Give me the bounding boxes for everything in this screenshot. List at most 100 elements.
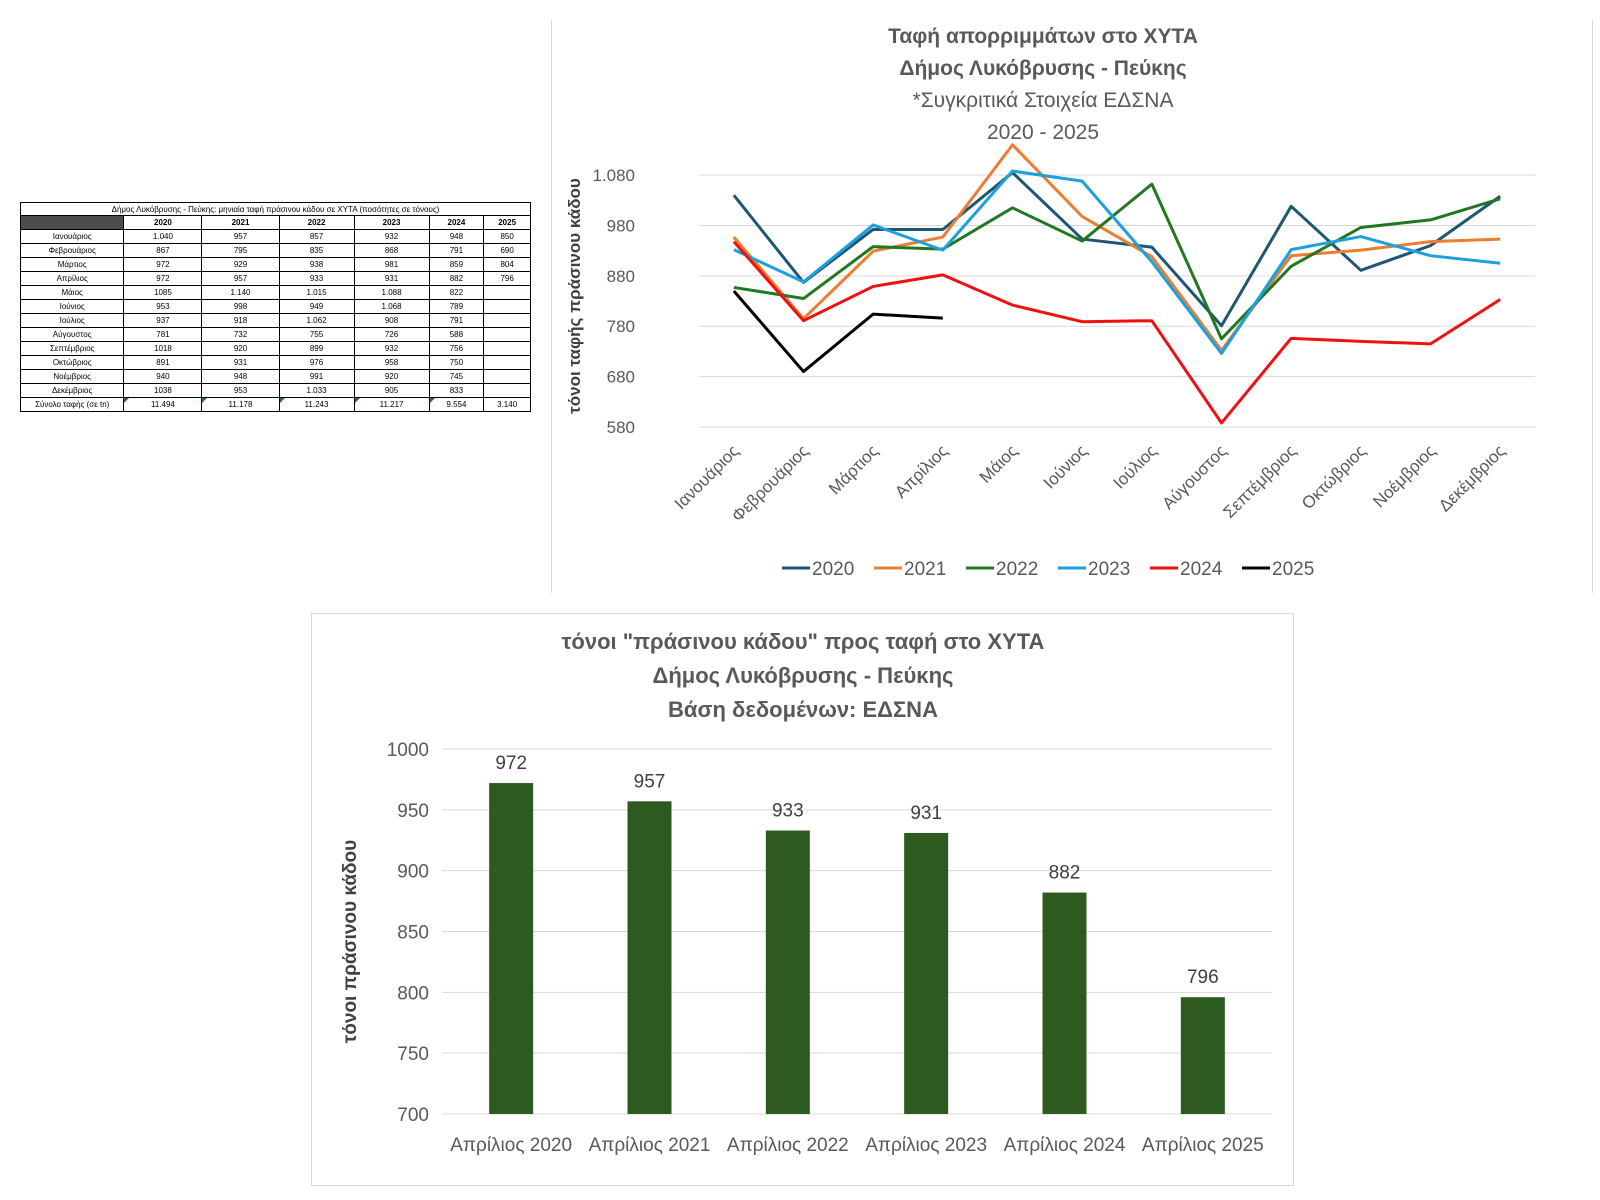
table-value-cell: 1085 xyxy=(123,285,203,300)
table-value-cell xyxy=(483,355,531,370)
table-value-cell: 957 xyxy=(201,229,280,244)
table-month-cell: Αύγουστος xyxy=(19,327,125,342)
table-value-cell xyxy=(483,285,531,300)
series-line-2022 xyxy=(733,182,1501,341)
table-value-cell: 690 xyxy=(483,243,531,258)
table-value-cell: 918 xyxy=(201,313,280,328)
table-value-cell: 1.140 xyxy=(201,285,280,300)
data-label: 796 xyxy=(1187,967,1219,988)
y-tick-label: 1.080 xyxy=(592,166,635,185)
y-axis-label: τόνοι πράσινου κάδου xyxy=(340,840,361,1043)
y-tick-label: 850 xyxy=(397,923,429,944)
x-tick-label: Οκτώβριος xyxy=(1298,441,1370,513)
chart-subtitle: *Συγκριτικά Στοιχεία ΕΔΣΝΑ xyxy=(913,89,1174,112)
chart-title: τόνοι "πράσινου κάδου" προς ταφή στο ΧΥΤ… xyxy=(562,629,1045,654)
x-tick-label: Απρίλιος 2024 xyxy=(1004,1135,1126,1156)
table-header-cell: 2021 xyxy=(201,215,280,230)
table-row: Μάρτιος 972 929 938 981 859 804 xyxy=(19,257,531,272)
series-line-2021 xyxy=(732,143,1501,352)
table-value-cell: 958 xyxy=(354,355,430,370)
table-total-cell: 11.494 xyxy=(123,397,203,412)
table-value-cell: 920 xyxy=(354,369,430,384)
monthly-data-table: Δήμος Λυκόβρυσης - Πεύκης: μηνιαία ταφή … xyxy=(19,202,531,412)
table-month-cell: Απρίλιος xyxy=(19,271,125,286)
x-tick-label: Νοέμβριος xyxy=(1369,441,1439,511)
table-value-cell: 937 xyxy=(123,313,203,328)
table-value-cell: 795 xyxy=(201,243,280,258)
table-value-cell: 804 xyxy=(483,257,531,272)
bar xyxy=(627,801,672,1114)
data-label: 933 xyxy=(772,801,804,822)
y-tick-label: 980 xyxy=(607,216,635,235)
x-tick-label: Ιούλιος xyxy=(1109,441,1160,492)
x-tick-label: Ιούνιος xyxy=(1040,441,1091,492)
y-tick-label: 950 xyxy=(397,801,429,822)
table-value-cell: 920 xyxy=(201,341,280,356)
table-row: Δεκέμβριος 1038 953 1.033 905 833 xyxy=(19,383,531,398)
table-value-cell: 908 xyxy=(354,313,430,328)
x-tick-label: Μάρτιος xyxy=(825,441,882,498)
table-row: Ιούνιος 953 998 949 1.068 789 xyxy=(19,299,531,314)
table-value-cell: 867 xyxy=(123,243,203,258)
table-row: Ιούλιος 937 918 1.062 908 791 xyxy=(19,313,531,328)
table-value-cell: 932 xyxy=(354,341,430,356)
legend-label: 2024 xyxy=(1180,559,1223,580)
table-value-cell: 1.088 xyxy=(354,285,430,300)
bar xyxy=(1180,997,1225,1114)
table-value-cell: 882 xyxy=(429,271,485,286)
table-value-cell xyxy=(483,327,531,342)
data-label: 882 xyxy=(1049,863,1081,884)
table-value-cell: 732 xyxy=(201,327,280,342)
table-total-cell: 9.554 xyxy=(429,397,485,412)
x-tick-label: Ιανουάριος xyxy=(671,441,743,513)
table-month-cell: Μάιος xyxy=(19,285,125,300)
table-month-cell: Δεκέμβριος xyxy=(19,383,125,398)
table-value-cell: 998 xyxy=(201,299,280,314)
table-value-cell: 868 xyxy=(354,243,430,258)
table-value-cell: 726 xyxy=(354,327,430,342)
table-value-cell: 953 xyxy=(123,299,203,314)
series-line-2023 xyxy=(733,169,1501,355)
y-tick-label: 800 xyxy=(397,983,429,1004)
table-value-cell: 822 xyxy=(429,285,485,300)
table-value-cell: 949 xyxy=(279,299,355,314)
chart-title: Ταφή απορριμμάτων στο ΧΥΤΑ xyxy=(888,25,1198,48)
y-tick-label: 900 xyxy=(397,862,429,883)
x-tick-label: Δεκέμβριος xyxy=(1435,441,1509,515)
y-tick-label: 750 xyxy=(397,1044,429,1065)
table-value-cell xyxy=(483,313,531,328)
data-label: 931 xyxy=(910,803,942,824)
y-tick-label: 780 xyxy=(607,317,635,336)
table-month-cell: Ιούλιος xyxy=(19,313,125,328)
table-row: Απρίλιος 972 957 933 931 882 796 xyxy=(19,271,531,286)
chart-title: Δήμος Λυκόβρυσης - Πεύκης xyxy=(653,663,954,688)
chart-title: Δήμος Λυκόβρυσης - Πεύκης xyxy=(899,57,1186,80)
table-value-cell: 1.015 xyxy=(279,285,355,300)
table-value-cell: 833 xyxy=(429,383,485,398)
x-tick-label: Απρίλιος 2021 xyxy=(589,1135,711,1156)
table-header-cell: 2022 xyxy=(279,215,355,230)
series-line-2020 xyxy=(732,171,1502,328)
table-value-cell: 972 xyxy=(123,257,203,272)
table-value-cell: 991 xyxy=(279,369,355,384)
bar xyxy=(489,783,534,1114)
table-value-cell: 948 xyxy=(429,229,485,244)
table-value-cell: 857 xyxy=(279,229,355,244)
table-value-cell: 972 xyxy=(123,271,203,286)
table-title-row: Δήμος Λυκόβρυσης - Πεύκης: μηνιαία ταφή … xyxy=(20,202,531,216)
x-tick-label: Απρίλιος xyxy=(891,441,951,501)
table-value-cell: 1.040 xyxy=(123,229,203,244)
table-value-cell: 931 xyxy=(354,271,430,286)
table-value-cell: 932 xyxy=(354,229,430,244)
table-value-cell: 1.068 xyxy=(354,299,430,314)
table-value-cell: 940 xyxy=(123,369,203,384)
x-tick-label: Απρίλιος 2020 xyxy=(450,1135,572,1156)
table-month-cell: Φεβρουάριος xyxy=(19,243,125,258)
table-row: Σεπτέμβριος 1018 920 899 932 756 xyxy=(19,341,531,356)
y-axis-label: τόνοι ταφής πράσινου κάδου xyxy=(565,178,584,414)
table-total-row: Σύνολο ταφής (σε tn) 11.494 11.178 11.243 11… xyxy=(19,397,531,412)
table-value-cell xyxy=(483,341,531,356)
table-value-cell: 891 xyxy=(123,355,203,370)
table-value-cell: 835 xyxy=(279,243,355,258)
table-value-cell: 933 xyxy=(279,271,355,286)
